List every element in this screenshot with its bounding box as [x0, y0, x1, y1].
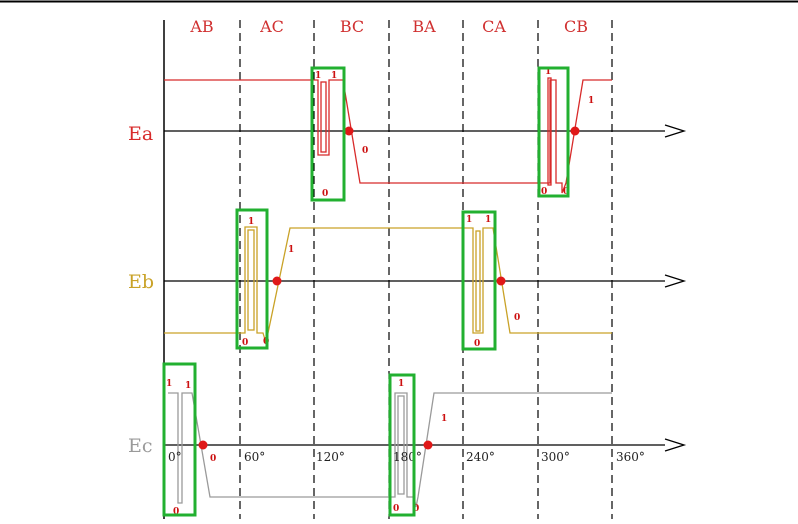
- segment-label-ac: AC: [259, 17, 284, 36]
- crossing-point-ec: [423, 440, 433, 450]
- highlight-box-ec: [388, 373, 416, 517]
- arrow-eb: [664, 274, 687, 288]
- markers-ea: 1 1 0 0 1 0 0 1: [315, 67, 594, 199]
- marker-zero: 0: [173, 507, 179, 517]
- markers-ec: 1 1 0 0 1 0 0 1: [166, 379, 447, 517]
- highlight-box-ea: [537, 66, 570, 198]
- waveform-ea: [164, 77, 612, 194]
- marker-one: 1: [315, 71, 321, 81]
- marker-zero: 0: [514, 313, 520, 323]
- marker-one: 1: [185, 381, 191, 391]
- angle-label-120: 120°: [316, 450, 345, 464]
- segment-label-bc: BC: [340, 17, 364, 36]
- marker-zero: 0: [362, 146, 368, 156]
- angle-label-240: 240°: [466, 450, 495, 464]
- arrow-ea: [664, 124, 687, 138]
- marker-zero: 0: [541, 187, 547, 197]
- segment-label-ca: CA: [482, 17, 506, 36]
- angle-label-60: 60°: [244, 450, 265, 464]
- markers-eb: 1 0 0 1 1 1 0 0: [242, 215, 520, 349]
- segment-label-cb: CB: [564, 17, 588, 36]
- marker-one: 1: [485, 215, 491, 225]
- angle-label-300: 300°: [541, 450, 570, 464]
- marker-zero: 0: [413, 504, 419, 514]
- marker-one: 1: [441, 414, 447, 424]
- row-label-ea: Ea: [128, 123, 153, 145]
- marker-one: 1: [331, 71, 337, 81]
- highlight-box-eb: [461, 210, 497, 351]
- angle-labels: 0° 60° 120° 180° 240° 300° 360°: [168, 450, 645, 464]
- angle-label-0: 0°: [168, 450, 182, 464]
- marker-one: 1: [588, 96, 594, 106]
- segment-label-ab: AB: [189, 17, 213, 36]
- highlight-box-ea: [310, 66, 346, 202]
- crossing-point-ec: [198, 440, 208, 450]
- marker-one: 1: [398, 379, 404, 389]
- waveform-ec: [168, 392, 612, 508]
- marker-zero: 0: [210, 454, 216, 464]
- crossing-point-eb: [272, 276, 282, 286]
- angle-label-180: 180°: [393, 450, 422, 464]
- highlight-box-eb: [235, 208, 269, 350]
- crossing-point-ea: [570, 126, 580, 136]
- crossing-point-eb: [496, 276, 506, 286]
- marker-one: 1: [545, 67, 551, 77]
- angle-label-360: 360°: [616, 450, 645, 464]
- marker-zero: 0: [563, 187, 569, 197]
- marker-zero: 0: [242, 338, 248, 348]
- marker-one: 1: [466, 215, 472, 225]
- row-label-eb: Eb: [128, 271, 154, 293]
- marker-one: 1: [288, 245, 294, 255]
- marker-zero: 0: [474, 339, 480, 349]
- segment-labels: AB AC BC BA CA CB: [189, 17, 588, 36]
- marker-one: 1: [166, 379, 172, 389]
- marker-one: 1: [248, 217, 254, 227]
- waveform-eb: [164, 226, 612, 344]
- segment-label-ba: BA: [412, 17, 436, 36]
- crossing-point-ea: [344, 126, 354, 136]
- row-label-ec: Ec: [128, 435, 153, 457]
- arrow-ec: [664, 438, 687, 452]
- marker-zero: 0: [322, 189, 328, 199]
- highlight-box-ec: [162, 362, 197, 517]
- marker-zero: 0: [393, 504, 399, 514]
